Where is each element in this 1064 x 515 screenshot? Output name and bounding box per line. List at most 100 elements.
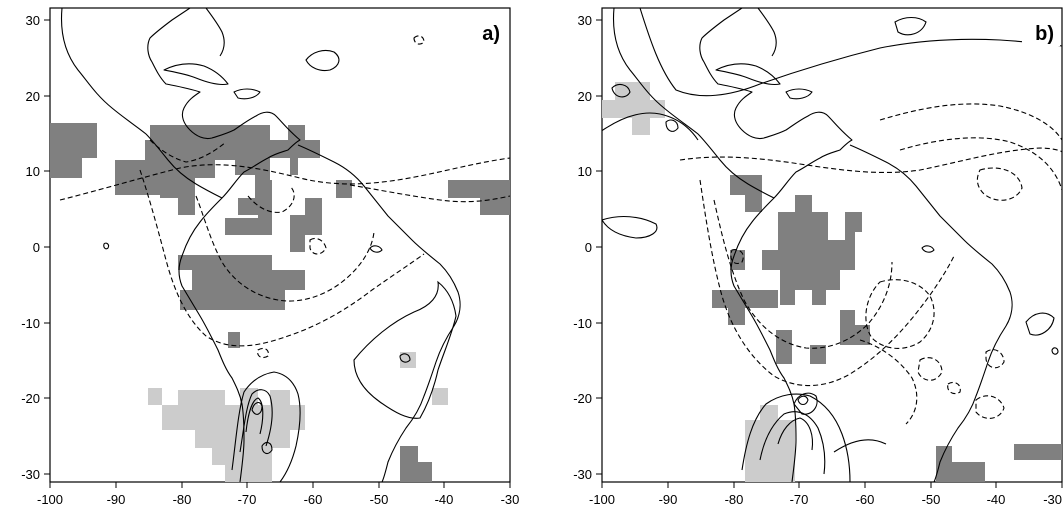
contour-positive [245, 397, 264, 435]
shade-cluster [712, 290, 778, 325]
shade-cluster [225, 218, 258, 235]
coastline-cuba [163, 63, 229, 86]
panel-b: -100 -90 -80 -70 -60 -50 -40 -30 30 20 1… [573, 7, 1063, 507]
coastline-south-america [297, 144, 461, 482]
coastline-island [103, 242, 110, 250]
panel-a-label: a) [482, 23, 500, 45]
contour-negative [59, 157, 510, 201]
contour-negative [859, 339, 918, 425]
shade-cluster [115, 125, 320, 215]
shade-cluster [745, 405, 795, 482]
panel-b-label-bg [1022, 16, 1060, 46]
shade-cluster [400, 352, 416, 368]
shade-cluster [448, 180, 510, 215]
contour-negative [699, 179, 955, 387]
panel-a: -100 -90 -80 -70 -60 -50 -40 -30 30 20 1… [21, 7, 519, 507]
contour-negative [975, 395, 1005, 419]
panel-a-contours [59, 35, 510, 482]
contour-negative [947, 381, 961, 395]
contour-positive [261, 441, 273, 455]
shade-cluster [336, 180, 352, 198]
contour-positive [602, 215, 658, 239]
panel-b-contours [602, 8, 1062, 482]
contour-positive [894, 16, 927, 36]
panel-b-y-axis: 30 20 10 0 -10 -20 -30 [573, 13, 602, 482]
contour-positive [602, 112, 699, 141]
y-tick-label: -20 [21, 391, 40, 406]
y-tick-label: 10 [26, 164, 40, 179]
y-tick-label: -30 [573, 467, 592, 482]
coastline-south-america [849, 144, 1013, 482]
coastline-cuba [715, 63, 781, 86]
contour-positive [797, 395, 809, 406]
x-tick-label: -90 [107, 492, 126, 507]
shade-cluster [400, 446, 432, 482]
contour-negative [139, 169, 425, 347]
contour-negative [247, 185, 295, 213]
contour-negative [413, 35, 425, 45]
panel-a-light-shading [148, 352, 448, 482]
y-tick-label: 20 [578, 89, 592, 104]
y-tick-label: 0 [585, 240, 592, 255]
x-tick-label: -100 [589, 492, 615, 507]
coastline-island [1051, 347, 1059, 355]
x-tick-label: -40 [987, 492, 1006, 507]
x-tick-label: -60 [304, 492, 323, 507]
coastline-florida [757, 8, 777, 57]
contour-positive [305, 49, 340, 72]
x-tick-label: -50 [922, 492, 941, 507]
shade-cluster [1014, 444, 1062, 460]
x-tick-label: -70 [238, 492, 257, 507]
shade-cluster [730, 250, 745, 270]
x-tick-label: -80 [725, 492, 744, 507]
contour-positive [239, 389, 273, 453]
coastline-north-america [613, 8, 853, 199]
y-tick-label: 0 [33, 240, 40, 255]
contour-positive [639, 8, 1062, 97]
contour-negative [349, 184, 510, 203]
contour-positive [833, 439, 887, 453]
panel-a-y-axis: 30 20 10 0 -10 -20 -30 [21, 13, 50, 482]
x-tick-label: -60 [856, 492, 875, 507]
coastline-hispaniola [785, 88, 813, 100]
contour-negative [679, 147, 1062, 173]
coastline-island [921, 245, 935, 253]
contour-negative [309, 237, 327, 255]
shade-cluster [432, 388, 448, 405]
contour-positive [741, 393, 851, 482]
contour-positive [777, 417, 814, 451]
contour-negative [257, 347, 269, 359]
panel-b-light-shading [602, 82, 795, 482]
contour-negative [713, 199, 893, 349]
y-tick-label: 30 [26, 13, 40, 28]
x-tick-label: -100 [37, 492, 63, 507]
contour-positive [793, 392, 818, 415]
coastline-island [369, 245, 383, 253]
y-tick-label: -10 [573, 316, 592, 331]
contour-positive [611, 83, 631, 98]
contour-negative [917, 357, 943, 381]
shade-cluster [776, 330, 792, 364]
panel-b-coastlines [613, 8, 1059, 482]
contour-negative [730, 249, 744, 265]
panel-a-label-bg [470, 16, 508, 46]
shade-cluster [238, 180, 272, 235]
contour-negative [976, 167, 1023, 201]
coastline-hispaniola [233, 88, 261, 100]
contour-positive [665, 119, 679, 132]
shade-cluster [730, 175, 762, 212]
shade-cluster [762, 195, 862, 305]
shade-cluster [50, 123, 97, 178]
shade-cluster [602, 82, 665, 135]
panel-b-dark-shading [712, 175, 1062, 482]
coastline-florida [205, 8, 225, 57]
coastline-pacific-south-america [178, 197, 245, 482]
contour-positive [251, 401, 263, 415]
contour-positive [1025, 312, 1055, 336]
y-tick-label: 30 [578, 13, 592, 28]
contour-positive [399, 353, 411, 363]
shade-cluster [840, 310, 870, 345]
shade-cluster [810, 345, 826, 364]
contour-negative [899, 137, 1062, 191]
